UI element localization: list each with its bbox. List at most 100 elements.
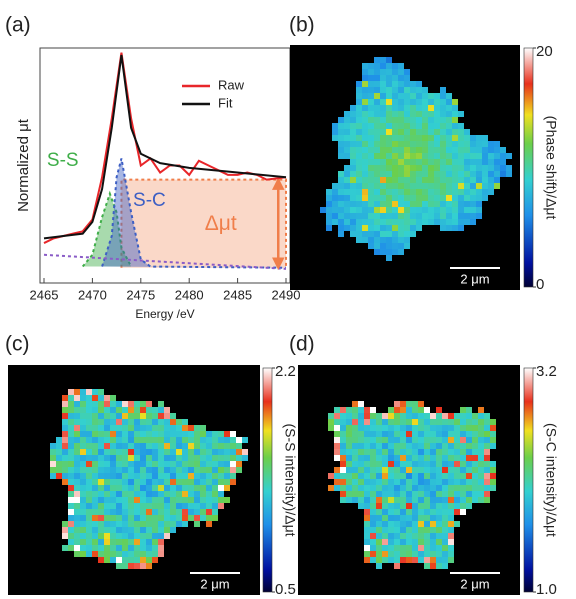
map-pixel: [158, 419, 164, 425]
map-pixel: [424, 527, 430, 533]
map-pixel: [188, 461, 194, 467]
map-pixel: [176, 467, 182, 473]
map-pixel: [170, 431, 176, 437]
map-pixel: [158, 401, 164, 407]
map-pixel: [128, 539, 134, 545]
map-pixel: [134, 515, 140, 521]
map-pixel: [350, 189, 356, 195]
map-pixel: [212, 455, 218, 461]
map-pixel: [122, 545, 128, 551]
map-pixel: [358, 449, 364, 455]
map-pixel: [476, 141, 482, 147]
map-pixel: [428, 213, 434, 219]
map-pixel: [398, 243, 404, 249]
map-pixel: [344, 129, 350, 135]
map-pixel: [134, 509, 140, 515]
map-pixel: [500, 147, 506, 153]
map-pixel: [368, 81, 374, 87]
map-pixel: [404, 81, 410, 87]
map-pixel: [428, 93, 434, 99]
map-pixel: [170, 461, 176, 467]
map-pixel: [430, 563, 436, 569]
map-pixel: [422, 159, 428, 165]
map-pixel: [488, 153, 494, 159]
map-pixel: [358, 419, 364, 425]
map-pixel: [86, 461, 92, 467]
map-pixel: [362, 123, 368, 129]
map-pixel: [152, 521, 158, 527]
map-pixel: [470, 171, 476, 177]
map-pixel: [62, 461, 68, 467]
map-pixel: [122, 473, 128, 479]
map-pixel: [176, 497, 182, 503]
map-pixel: [370, 551, 376, 557]
map-pixel: [104, 431, 110, 437]
map-pixel: [434, 129, 440, 135]
map-pixel: [194, 437, 200, 443]
map-pixel: [364, 503, 370, 509]
map-pixel: [74, 491, 80, 497]
map-pixel: [212, 515, 218, 521]
map-pixel: [358, 425, 364, 431]
map-pixel: [74, 533, 80, 539]
map-pixel: [398, 135, 404, 141]
map-pixel: [388, 431, 394, 437]
map-pixel: [380, 243, 386, 249]
map-pixel: [460, 443, 466, 449]
map-pixel: [382, 479, 388, 485]
map-pixel: [146, 551, 152, 557]
map-pixel: [460, 485, 466, 491]
map-pixel: [332, 213, 338, 219]
map-pixel: [152, 419, 158, 425]
map-pixel: [392, 87, 398, 93]
map-pixel: [158, 551, 164, 557]
map-pixel: [386, 93, 392, 99]
map-pixel: [62, 407, 68, 413]
map-pixel: [398, 93, 404, 99]
map-pixel: [200, 509, 206, 515]
map-pixel: [392, 213, 398, 219]
map-pixel: [490, 425, 496, 431]
map-pixel: [68, 437, 74, 443]
map-pixel: [392, 243, 398, 249]
map-pixel: [430, 491, 436, 497]
map-pixel: [356, 93, 362, 99]
map-pixel: [98, 491, 104, 497]
map-pixel: [56, 437, 62, 443]
map-pixel: [376, 467, 382, 473]
map-pixel: [476, 201, 482, 207]
map-pixel: [74, 503, 80, 509]
map-pixel: [442, 527, 448, 533]
map-pixel: [68, 413, 74, 419]
map-pixel: [478, 437, 484, 443]
map-pixel: [380, 237, 386, 243]
map-pixel: [368, 153, 374, 159]
map-pixel: [104, 551, 110, 557]
map-pixel: [340, 413, 346, 419]
map-pixel: [430, 461, 436, 467]
map-pixel: [140, 485, 146, 491]
map-pixel: [368, 111, 374, 117]
map-pixel: [140, 407, 146, 413]
map-pixel: [430, 497, 436, 503]
map-pixel: [374, 231, 380, 237]
map-pixel: [448, 539, 454, 545]
map-pixel: [422, 141, 428, 147]
map-pixel: [74, 461, 80, 467]
map-pixel: [218, 461, 224, 467]
map-pixel: [80, 431, 86, 437]
map-pixel: [428, 111, 434, 117]
map-pixel: [436, 521, 442, 527]
map-pixel: [326, 189, 332, 195]
map-pixel: [400, 539, 406, 545]
map-pixel: [206, 479, 212, 485]
map-pixel: [116, 467, 122, 473]
map-pixel: [218, 497, 224, 503]
map-pixel: [200, 479, 206, 485]
component-area: [102, 158, 286, 268]
map-pixel: [434, 141, 440, 147]
map-pixel: [92, 449, 98, 455]
map-pixel: [410, 195, 416, 201]
map-pixel: [182, 425, 188, 431]
